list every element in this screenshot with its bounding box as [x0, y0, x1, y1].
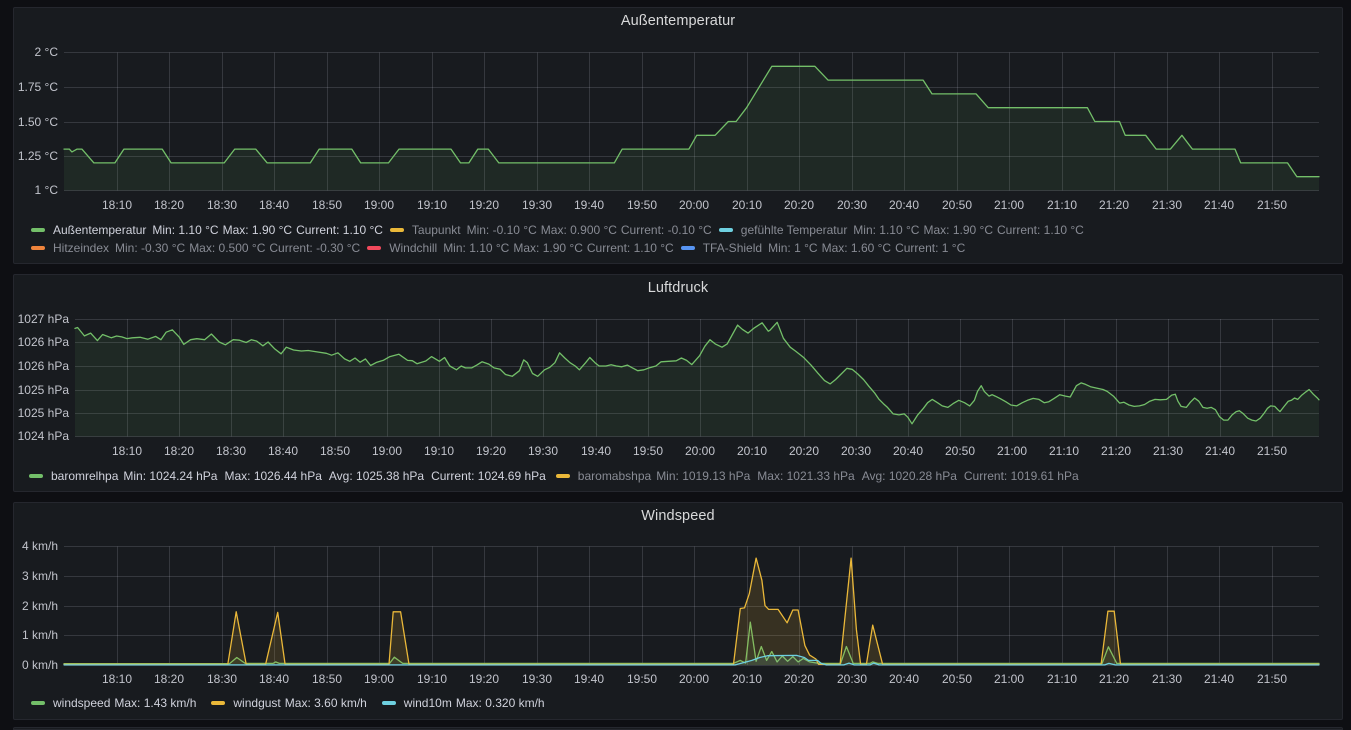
- svg-text:21:20: 21:20: [1101, 444, 1131, 458]
- svg-text:18:20: 18:20: [154, 198, 184, 212]
- svg-text:20:40: 20:40: [893, 444, 923, 458]
- svg-text:21:10: 21:10: [1047, 672, 1077, 686]
- svg-text:19:20: 19:20: [469, 672, 499, 686]
- svg-text:20:50: 20:50: [942, 672, 972, 686]
- svg-text:4 km/h: 4 km/h: [22, 539, 58, 553]
- svg-text:18:10: 18:10: [102, 198, 132, 212]
- svg-text:18:20: 18:20: [154, 672, 184, 686]
- svg-text:19:00: 19:00: [364, 198, 394, 212]
- svg-text:21:30: 21:30: [1152, 672, 1182, 686]
- svg-text:21:10: 21:10: [1047, 198, 1077, 212]
- svg-text:21:50: 21:50: [1257, 444, 1287, 458]
- svg-text:1026 hPa: 1026 hPa: [18, 335, 70, 349]
- svg-text:1027 hPa: 1027 hPa: [18, 312, 70, 326]
- svg-text:19:30: 19:30: [522, 198, 552, 212]
- svg-text:21:50: 21:50: [1257, 672, 1287, 686]
- svg-text:19:50: 19:50: [633, 444, 663, 458]
- svg-text:21:00: 21:00: [997, 444, 1027, 458]
- svg-text:20:20: 20:20: [784, 198, 814, 212]
- svg-text:1024 hPa: 1024 hPa: [18, 429, 70, 443]
- svg-text:20:20: 20:20: [789, 444, 819, 458]
- svg-text:20:30: 20:30: [837, 672, 867, 686]
- svg-text:2 km/h: 2 km/h: [22, 599, 58, 613]
- svg-text:19:50: 19:50: [627, 672, 657, 686]
- svg-text:19:40: 19:40: [574, 672, 604, 686]
- svg-text:1 km/h: 1 km/h: [22, 628, 58, 642]
- svg-text:1.75 °C: 1.75 °C: [18, 80, 58, 94]
- svg-text:20:50: 20:50: [945, 444, 975, 458]
- svg-text:19:20: 19:20: [476, 444, 506, 458]
- svg-text:20:10: 20:10: [732, 198, 762, 212]
- svg-text:18:30: 18:30: [207, 198, 237, 212]
- svg-text:19:30: 19:30: [528, 444, 558, 458]
- svg-text:19:00: 19:00: [372, 444, 402, 458]
- svg-text:1025 hPa: 1025 hPa: [18, 406, 70, 420]
- svg-text:21:40: 21:40: [1204, 672, 1234, 686]
- svg-text:18:10: 18:10: [102, 672, 132, 686]
- svg-text:19:50: 19:50: [627, 198, 657, 212]
- svg-text:21:30: 21:30: [1153, 444, 1183, 458]
- svg-text:20:00: 20:00: [679, 198, 709, 212]
- svg-text:20:20: 20:20: [784, 672, 814, 686]
- svg-text:19:10: 19:10: [424, 444, 454, 458]
- svg-text:1.50 °C: 1.50 °C: [18, 115, 58, 129]
- svg-text:20:50: 20:50: [942, 198, 972, 212]
- svg-text:20:30: 20:30: [841, 444, 871, 458]
- svg-text:20:40: 20:40: [889, 198, 919, 212]
- svg-text:3 km/h: 3 km/h: [22, 569, 58, 583]
- svg-text:18:30: 18:30: [216, 444, 246, 458]
- svg-text:18:30: 18:30: [207, 672, 237, 686]
- svg-text:20:30: 20:30: [837, 198, 867, 212]
- svg-text:19:20: 19:20: [469, 198, 499, 212]
- svg-text:18:50: 18:50: [312, 198, 342, 212]
- svg-text:1026 hPa: 1026 hPa: [18, 359, 70, 373]
- svg-text:21:00: 21:00: [994, 198, 1024, 212]
- svg-text:20:10: 20:10: [732, 672, 762, 686]
- svg-text:21:30: 21:30: [1152, 198, 1182, 212]
- svg-text:18:40: 18:40: [268, 444, 298, 458]
- svg-text:19:30: 19:30: [522, 672, 552, 686]
- svg-text:2 °C: 2 °C: [35, 45, 59, 59]
- svg-text:20:40: 20:40: [889, 672, 919, 686]
- svg-text:21:40: 21:40: [1205, 444, 1235, 458]
- svg-text:19:00: 19:00: [364, 672, 394, 686]
- svg-text:18:50: 18:50: [320, 444, 350, 458]
- svg-text:20:10: 20:10: [737, 444, 767, 458]
- svg-text:19:10: 19:10: [417, 198, 447, 212]
- svg-text:1025 hPa: 1025 hPa: [18, 383, 70, 397]
- svg-text:1 °C: 1 °C: [35, 183, 59, 197]
- svg-text:19:40: 19:40: [581, 444, 611, 458]
- svg-text:18:50: 18:50: [312, 672, 342, 686]
- svg-text:19:10: 19:10: [417, 672, 447, 686]
- svg-text:19:40: 19:40: [574, 198, 604, 212]
- svg-text:21:00: 21:00: [994, 672, 1024, 686]
- svg-text:20:00: 20:00: [679, 672, 709, 686]
- svg-text:20:00: 20:00: [685, 444, 715, 458]
- svg-text:18:20: 18:20: [164, 444, 194, 458]
- svg-text:18:10: 18:10: [112, 444, 142, 458]
- svg-text:21:20: 21:20: [1099, 198, 1129, 212]
- svg-text:0 km/h: 0 km/h: [22, 658, 58, 672]
- svg-text:18:40: 18:40: [259, 672, 289, 686]
- svg-text:21:10: 21:10: [1049, 444, 1079, 458]
- svg-text:21:40: 21:40: [1204, 198, 1234, 212]
- svg-text:21:20: 21:20: [1099, 672, 1129, 686]
- svg-text:21:50: 21:50: [1257, 198, 1287, 212]
- svg-text:1.25 °C: 1.25 °C: [18, 149, 58, 163]
- svg-text:18:40: 18:40: [259, 198, 289, 212]
